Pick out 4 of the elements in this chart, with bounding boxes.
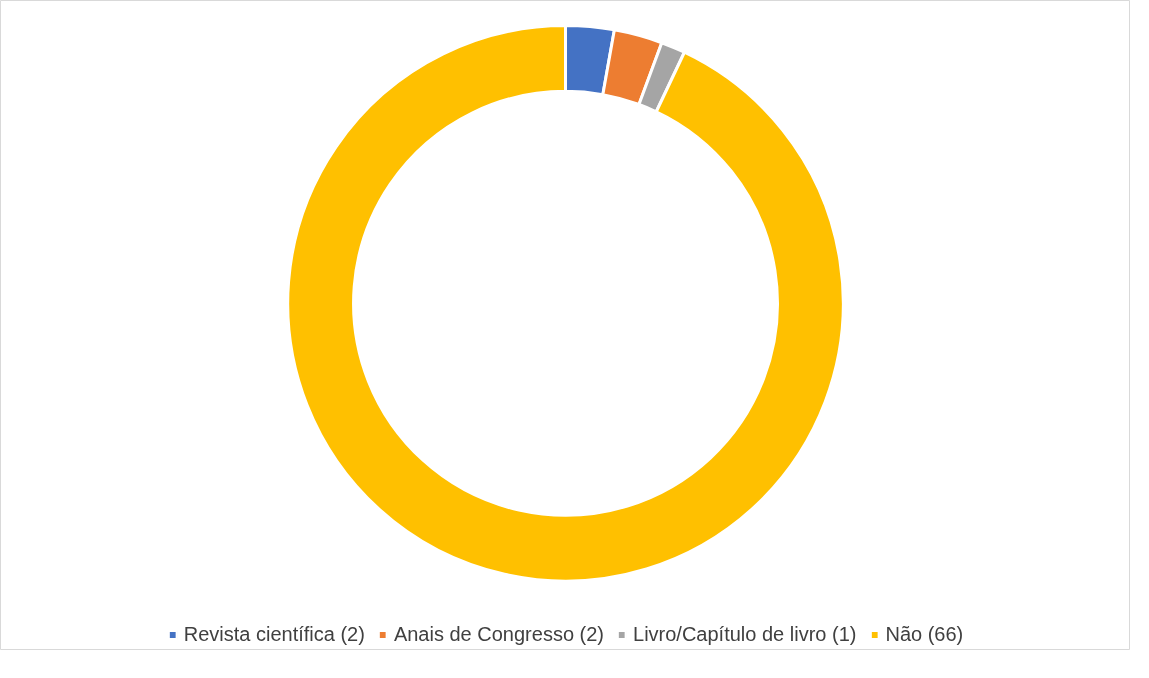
legend-label: Livro/Capítulo de livro (1) <box>633 623 857 646</box>
legend-label: Revista científica (2) <box>183 623 365 646</box>
legend-label: Anais de Congresso (2) <box>393 623 605 646</box>
legend-label: Não (66) <box>885 623 964 646</box>
